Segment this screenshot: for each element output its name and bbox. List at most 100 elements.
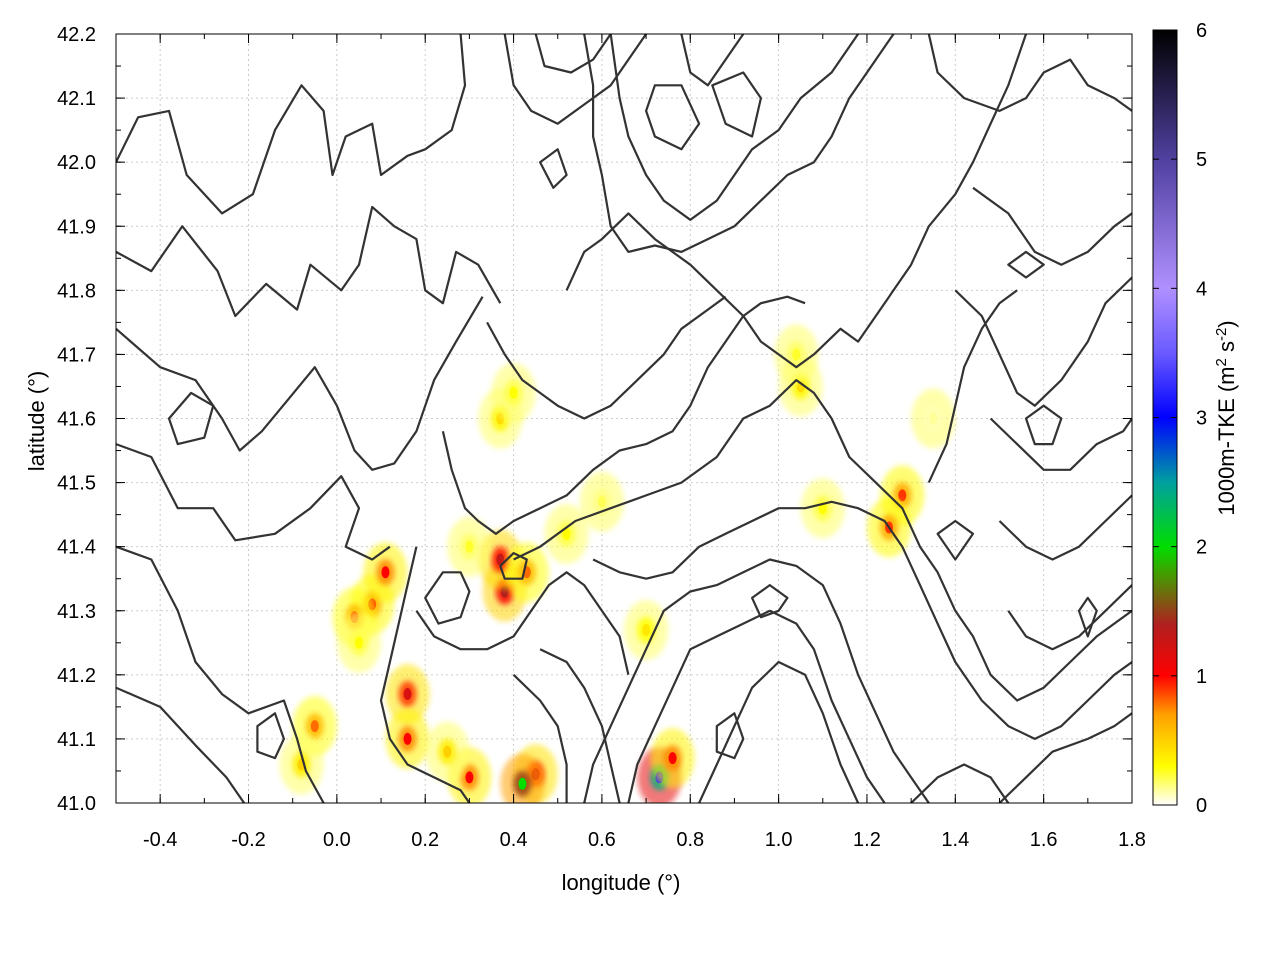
contour-line [927, 34, 1132, 112]
contour-line [592, 500, 1132, 740]
x-tick-label: 0.2 [411, 829, 439, 851]
x-tick-label: 1.4 [941, 829, 969, 851]
contour-line [565, 34, 1028, 369]
colorbar-tick-label: 5 [1196, 149, 1207, 171]
contour-line [583, 34, 895, 253]
colorbar-tick-label: 6 [1196, 20, 1207, 42]
contour-loop [645, 84, 701, 151]
contour-loop [1007, 250, 1045, 279]
tke-core [403, 688, 412, 701]
x-tick-label: 1.6 [1030, 829, 1058, 851]
contour-loop [711, 71, 762, 138]
colorbar-tick-label: 1 [1196, 666, 1207, 688]
y-tick-label: 41.3 [57, 601, 96, 623]
y-tick-label: 41.9 [57, 216, 96, 238]
x-tick-label: 0.0 [323, 829, 351, 851]
tke-core [465, 540, 474, 553]
colorbar-tick-label: 2 [1196, 537, 1207, 559]
tke-core [310, 720, 319, 733]
x-tick-labels: -0.4 -0.2 0.0 0.2 0.4 0.6 0.8 1.0 1.2 1.4 1.6 1.8 [143, 829, 1146, 851]
y-tick-label: 41.7 [57, 344, 96, 366]
tke-core [518, 777, 527, 790]
contour-line [116, 686, 246, 803]
contour-line [116, 545, 325, 803]
y-tick-label: 41.6 [57, 409, 96, 431]
contour-line [1007, 584, 1132, 651]
contour-line [534, 34, 612, 74]
tke-core [403, 732, 412, 745]
y-tick-label: 41.1 [57, 729, 96, 751]
x-tick-label: 1.0 [765, 829, 793, 851]
y-tick-labels: 41.0 41.1 41.2 41.3 41.4 41.5 41.6 41.7 41.8 41.9… [57, 24, 96, 815]
y-tick-label: 42.0 [57, 152, 96, 174]
contour-loop [539, 148, 568, 189]
tke-core [642, 623, 651, 636]
tke-core [668, 752, 677, 765]
contour-loop [499, 552, 528, 580]
tke-field [279, 324, 956, 803]
contour-loop [936, 519, 975, 561]
colorbar-tick-label: 4 [1196, 278, 1207, 300]
x-tick-label: 0.6 [588, 829, 616, 851]
contour-line [680, 34, 745, 87]
contour-line [116, 205, 502, 318]
x-tick-label: -0.4 [143, 829, 177, 851]
contour-line [116, 34, 467, 215]
contour-line [954, 276, 1132, 407]
x-tick-label: 0.4 [500, 829, 528, 851]
tke-core [929, 412, 938, 425]
contour-line [627, 609, 886, 803]
y-tick-label: 41.8 [57, 280, 96, 302]
contour-line [910, 763, 1010, 803]
contour-line [583, 558, 930, 803]
tke-core [443, 745, 452, 758]
colorbar-title: 1000m-TKE (m2 s-2) [1213, 320, 1240, 515]
x-tick-label: 1.2 [853, 829, 881, 851]
y-tick-label: 41.0 [57, 793, 96, 815]
contour-line [486, 295, 727, 420]
x-tick-label: 1.8 [1118, 829, 1146, 851]
contour-line [998, 494, 1132, 561]
colorbar-tick-label: 0 [1196, 795, 1207, 817]
x-tick-label: -0.2 [231, 829, 265, 851]
axis-ticks [115, 33, 1133, 804]
tke-core [354, 636, 363, 649]
contour-line [512, 674, 568, 803]
y-tick-label: 41.2 [57, 665, 96, 687]
contour-line [379, 546, 471, 803]
contour-line [513, 379, 1132, 702]
contour-line [609, 34, 860, 221]
contour-loop [424, 571, 471, 625]
tke-core [898, 489, 907, 502]
colorbar-tick-label: 3 [1196, 408, 1207, 430]
contour-loop [1024, 404, 1063, 446]
colorbar-ticks: 0 1 2 3 4 5 6 [1153, 20, 1207, 817]
contour-line [116, 443, 391, 561]
contour-line [441, 295, 806, 535]
contour-line [698, 660, 860, 803]
contour-line [415, 571, 630, 676]
contour-line [998, 712, 1132, 803]
tke-core [509, 386, 518, 399]
contour-line [989, 417, 1132, 471]
y-tick-label: 41.5 [57, 473, 96, 495]
x-tick-label: 0.8 [676, 829, 704, 851]
tke-core [597, 495, 606, 508]
contour-loop [167, 391, 215, 446]
y-tick-label: 42.2 [57, 24, 96, 46]
contour-line [116, 296, 484, 471]
contour-loop [715, 712, 745, 760]
tke-core [381, 566, 390, 579]
contour-line [503, 34, 648, 125]
y-tick-label: 41.4 [57, 537, 96, 559]
contour-loop [751, 584, 789, 619]
contour-line [539, 648, 621, 803]
terrain-contours [116, 34, 1132, 803]
contour-loop [1077, 596, 1098, 638]
x-axis-title: longitude (°) [562, 870, 681, 895]
tke-core [465, 771, 474, 784]
y-axis-title: latitude (°) [24, 371, 49, 472]
contour-loop [256, 712, 285, 760]
